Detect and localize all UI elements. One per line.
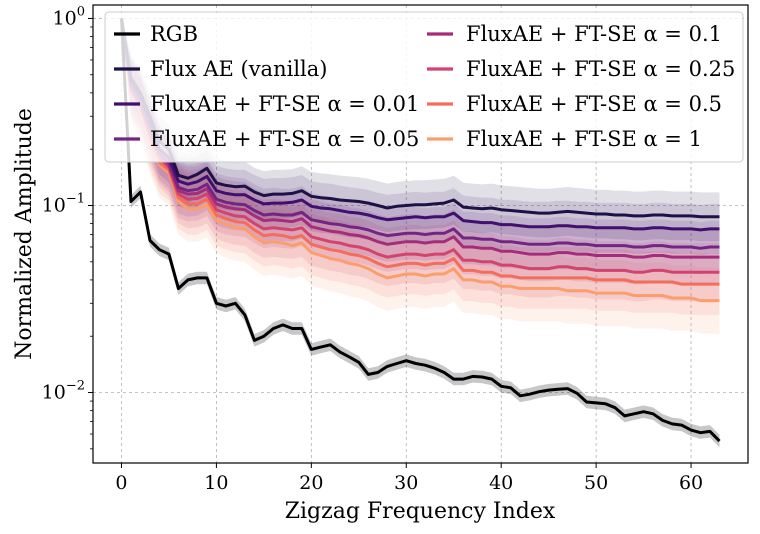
series-line [120, 18, 721, 443]
x-tick-label: 50 [584, 472, 608, 494]
series-line [120, 18, 720, 250]
y-tick-label: 10−1 [42, 191, 85, 216]
legend-label: RGB [150, 22, 198, 46]
legend-label: FluxAE + FT-SE α = 1 [466, 127, 702, 151]
legend-label: FluxAE + FT-SE α = 0.01 [150, 92, 419, 116]
series-band [121, 16, 720, 334]
y-tick-label: 100 [53, 4, 85, 29]
x-tick-label: 20 [299, 472, 323, 494]
legend: RGB Flux AE (vanilla) FluxAE + FT-SE α = 0… [104, 11, 744, 163]
x-axis-label: Zigzag Frequency Index [285, 499, 556, 524]
legend-label: Flux AE (vanilla) [150, 57, 327, 81]
series-band [121, 16, 720, 242]
legend-label: FluxAE + FT-SE α = 0.1 [466, 22, 722, 46]
plot-frame [92, 4, 749, 464]
y-tick-label: 10−2 [42, 379, 85, 404]
legend-label: FluxAE + FT-SE α = 0.05 [150, 127, 419, 151]
series-line [120, 18, 720, 303]
x-tick-label: 10 [204, 472, 228, 494]
x-tick-label: 30 [394, 472, 418, 494]
x-tick-label: 0 [115, 472, 127, 494]
x-tick-label: 60 [679, 472, 703, 494]
series-band [121, 16, 720, 302]
series-lines [120, 18, 721, 443]
series-band [121, 16, 720, 315]
series-line [120, 18, 720, 286]
series-band [121, 16, 720, 275]
series-line [120, 18, 720, 219]
series-line [120, 18, 720, 232]
y-axis-label: Normalized Amplitude [12, 108, 37, 360]
series-line [120, 18, 720, 259]
series-band [121, 16, 720, 448]
x-tick-label: 40 [489, 472, 513, 494]
series-line [120, 18, 720, 274]
legend-label: FluxAE + FT-SE α = 0.25 [466, 57, 735, 81]
series-band [121, 16, 720, 285]
legend-box [104, 11, 744, 163]
axis-ticks: 0 10 20 30 40 50 60 100 10−1 10−2 [42, 4, 703, 494]
legend-label: FluxAE + FT-SE α = 0.5 [466, 92, 722, 116]
